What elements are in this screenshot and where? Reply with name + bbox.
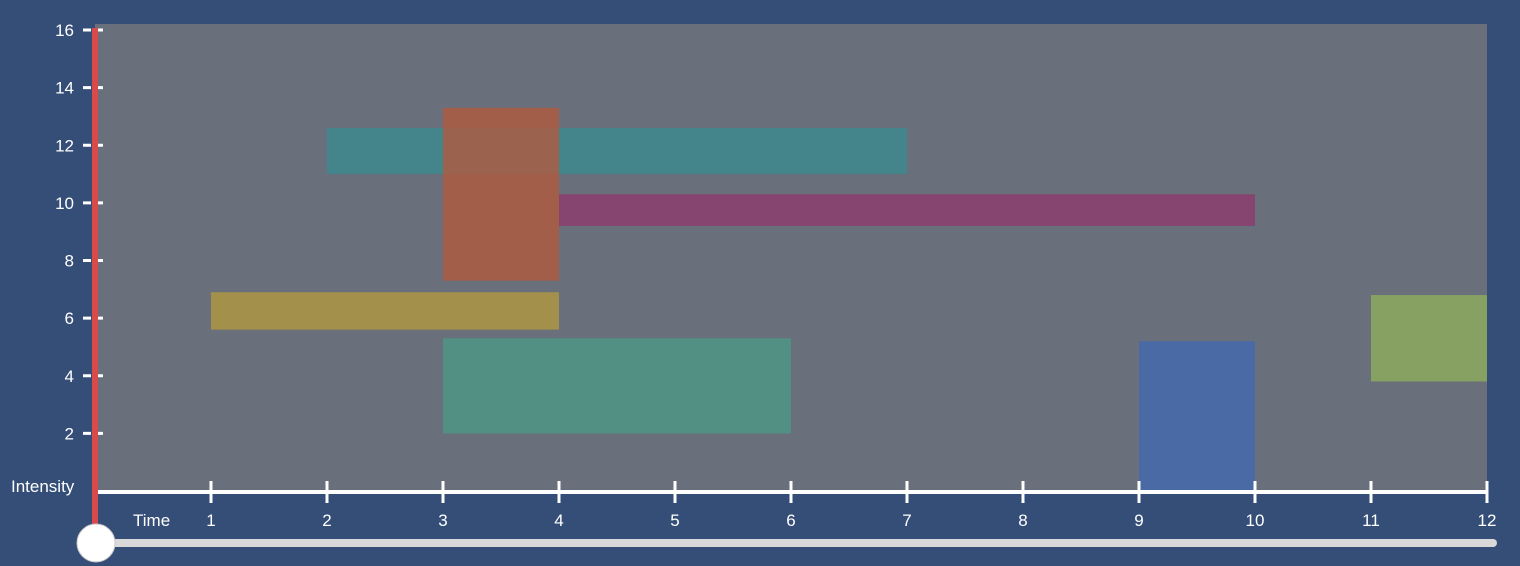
y-tick-label: 8 bbox=[65, 252, 74, 271]
bar-6 bbox=[1139, 341, 1255, 491]
y-axis-title: Intensity bbox=[11, 477, 75, 496]
x-tick-label: 12 bbox=[1478, 511, 1497, 530]
x-axis-title: Time bbox=[133, 511, 170, 530]
x-tick-label: 7 bbox=[902, 511, 911, 530]
bar-4 bbox=[211, 292, 559, 330]
bar-3 bbox=[559, 194, 1255, 226]
time-cursor-line bbox=[92, 28, 98, 530]
y-tick-label: 6 bbox=[65, 309, 74, 328]
x-tick-label: 4 bbox=[554, 511, 563, 530]
x-tick-label: 1 bbox=[206, 511, 215, 530]
bar-2 bbox=[443, 107, 559, 281]
y-tick-label: 2 bbox=[65, 424, 74, 443]
x-tick-label: 11 bbox=[1362, 511, 1380, 530]
y-tick-label: 14 bbox=[55, 79, 74, 98]
x-tick-label: 8 bbox=[1018, 511, 1027, 530]
x-tick-label: 10 bbox=[1246, 511, 1265, 530]
time-slider-handle[interactable] bbox=[76, 523, 116, 563]
x-tick-label: 6 bbox=[786, 511, 795, 530]
bar-7 bbox=[1371, 295, 1487, 382]
y-tick-label: 4 bbox=[65, 367, 74, 386]
x-tick-label: 2 bbox=[322, 511, 331, 530]
bar-1 bbox=[327, 127, 907, 175]
y-tick-label: 10 bbox=[55, 194, 74, 213]
y-tick-label: 16 bbox=[55, 21, 74, 40]
bar-5 bbox=[443, 338, 791, 434]
x-tick-label: 9 bbox=[1134, 511, 1143, 530]
x-axis: 1 2 3 4 5 6 7 8 9 10 11 12 bbox=[95, 481, 1496, 530]
time-slider-track[interactable] bbox=[95, 539, 1497, 547]
y-tick-label: 12 bbox=[55, 136, 74, 155]
bars-group bbox=[211, 107, 1487, 491]
x-tick-label: 3 bbox=[438, 511, 447, 530]
x-tick-label: 5 bbox=[670, 511, 679, 530]
